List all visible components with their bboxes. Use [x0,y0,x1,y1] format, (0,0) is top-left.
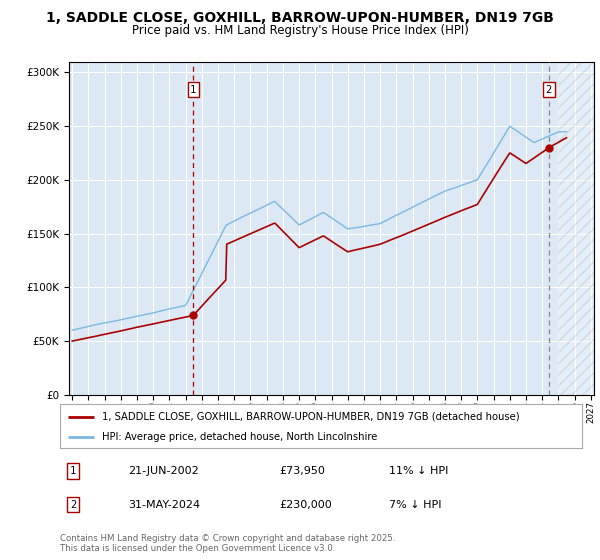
Text: 1: 1 [190,85,196,95]
Bar [559,62,599,395]
Text: £73,950: £73,950 [279,466,325,476]
Text: 21-JUN-2002: 21-JUN-2002 [128,466,199,476]
Text: 11% ↓ HPI: 11% ↓ HPI [389,466,448,476]
Text: £230,000: £230,000 [279,500,332,510]
Text: 1: 1 [70,466,76,476]
Text: Price paid vs. HM Land Registry's House Price Index (HPI): Price paid vs. HM Land Registry's House … [131,24,469,37]
Text: 1, SADDLE CLOSE, GOXHILL, BARROW-UPON-HUMBER, DN19 7GB (detached house): 1, SADDLE CLOSE, GOXHILL, BARROW-UPON-HU… [102,412,520,422]
Text: 1, SADDLE CLOSE, GOXHILL, BARROW-UPON-HUMBER, DN19 7GB: 1, SADDLE CLOSE, GOXHILL, BARROW-UPON-HU… [46,11,554,25]
Text: 2: 2 [70,500,76,510]
Text: 7% ↓ HPI: 7% ↓ HPI [389,500,442,510]
Text: 2: 2 [545,85,552,95]
Text: 31-MAY-2024: 31-MAY-2024 [128,500,200,510]
Text: Contains HM Land Registry data © Crown copyright and database right 2025.
This d: Contains HM Land Registry data © Crown c… [60,534,395,553]
Text: HPI: Average price, detached house, North Lincolnshire: HPI: Average price, detached house, Nort… [102,432,377,442]
